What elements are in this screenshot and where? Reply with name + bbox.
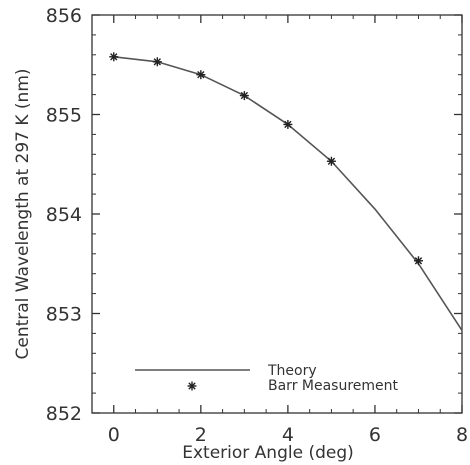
y-tick-label-0: 852 <box>46 403 82 425</box>
x-tick-label-1: 2 <box>195 424 207 446</box>
measurement-point-4 <box>283 119 293 129</box>
barr-measurement-series <box>109 52 423 266</box>
y-tick-label-3: 855 <box>46 105 82 127</box>
y-tick-label-4: 856 <box>46 5 82 27</box>
legend-star-marker <box>187 381 197 391</box>
measurement-point-5 <box>326 156 336 166</box>
y-tick-label-1: 853 <box>46 304 82 326</box>
legend: Theory Barr Measurement <box>135 363 399 394</box>
measurement-point-1 <box>152 57 162 67</box>
measurement-point-2 <box>196 70 206 80</box>
measurement-point-6 <box>413 256 423 266</box>
x-tick-label-3: 6 <box>369 424 381 446</box>
theory-line <box>113 55 463 331</box>
y-tick-label-2: 854 <box>46 204 82 226</box>
y-axis-label: Central Wavelength at 297 K (nm) <box>13 68 33 359</box>
legend-barr-swatch <box>187 381 197 391</box>
legend-barr-label: Barr Measurement <box>268 378 399 394</box>
x-tick-label-0: 0 <box>108 424 120 446</box>
legend-theory-label: Theory <box>267 363 317 379</box>
x-tick-label-4: 8 <box>456 424 468 446</box>
plot-frame <box>91 14 463 414</box>
x-axis-label: Exterior Angle (deg) <box>182 443 354 463</box>
measurement-point-3 <box>239 91 249 101</box>
theory-series <box>113 55 463 331</box>
measurement-point-0 <box>109 52 119 62</box>
ticks: 0 2 4 6 8 852 853 854 855 856 <box>46 5 468 446</box>
x-tick-label-2: 4 <box>282 424 294 446</box>
